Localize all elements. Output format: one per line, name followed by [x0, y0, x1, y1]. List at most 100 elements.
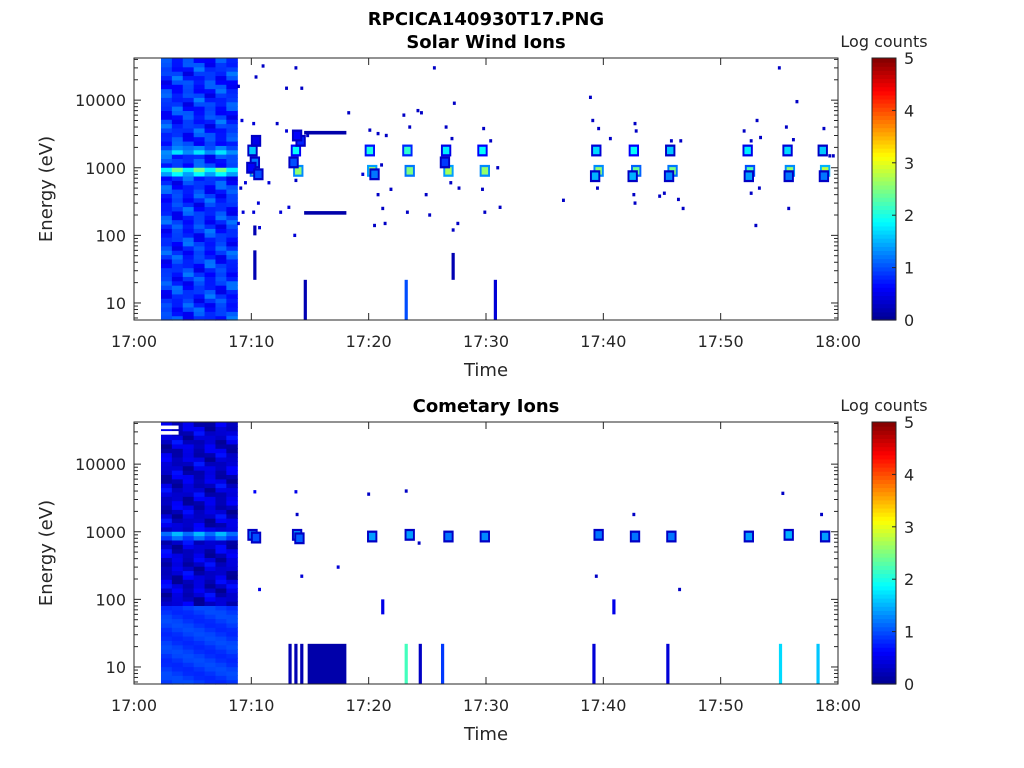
spectrogram-cell [215, 223, 227, 229]
spectrogram-cell [193, 618, 206, 624]
spectrogram-cell [171, 535, 184, 541]
cometary-panel: Cometary Ions 17:00 17:10 17:20 17:30 17:40 1… [36, 396, 928, 745]
spectrogram-cell [171, 509, 184, 515]
spectrogram-cell [215, 193, 227, 199]
spectrogram-cell [226, 657, 238, 663]
colorbar-swatch [872, 78, 896, 84]
spectrogram-cell [204, 127, 217, 133]
spectrogram-cell [171, 513, 184, 519]
spectrogram-cell [226, 215, 238, 221]
count-speck [389, 187, 393, 191]
spectrogram-cell [182, 574, 195, 580]
spectrogram-cell [160, 448, 173, 454]
spectrogram-cell [215, 474, 227, 480]
spectrogram-cell [182, 657, 195, 663]
spectrogram-cell [160, 579, 173, 585]
colorbar-swatch [872, 283, 896, 288]
spectrogram-cell [171, 88, 184, 94]
spectrogram-cell [182, 280, 195, 286]
spectrogram-cell [171, 114, 184, 120]
spectrogram-cell [193, 452, 206, 458]
axes-box [133, 421, 839, 685]
spectrogram-cell [204, 289, 217, 295]
spectrogram-cell [182, 500, 195, 506]
spectrogram-cell [182, 154, 195, 160]
spectrogram-cell [182, 84, 195, 90]
colorbar-swatch [872, 422, 896, 427]
spectrogram-cell [226, 245, 238, 251]
spectrogram-cell [171, 215, 184, 221]
spectrogram-cell [193, 439, 206, 445]
spectrogram-cell [215, 145, 227, 151]
spectrogram-cell [204, 154, 217, 160]
spectrogram-cell [171, 167, 184, 173]
spectrogram-cell [182, 267, 195, 273]
colorbar-swatch [872, 291, 896, 297]
spectrogram-cell [171, 158, 184, 164]
x-tick-label: 18:00 [815, 332, 861, 351]
cometary-colorbar: 0 1 2 3 4 5 [871, 413, 914, 694]
count-cell [479, 146, 486, 155]
spectrogram-cell [182, 58, 195, 63]
spectrogram-cell [204, 206, 217, 212]
spectrogram-cell [182, 662, 195, 668]
spectrogram-cell [226, 509, 238, 515]
spectrogram-cell [193, 140, 206, 146]
spectrogram-cell [182, 202, 195, 208]
spectrogram-cell [215, 241, 227, 247]
spectrogram-cell [193, 675, 206, 681]
spectrogram-cell [226, 675, 238, 681]
spectrogram-cell [204, 92, 217, 98]
colorbar-tick-label: 0 [904, 311, 914, 330]
cometary-ylabel: Energy (eV) [36, 500, 57, 606]
spectrogram-cell [160, 566, 173, 572]
y-tick-label: 10000 [75, 455, 126, 474]
spectrogram-cell [226, 644, 238, 650]
spectrogram-cell [215, 167, 227, 173]
spectrogram-cell [160, 79, 173, 85]
spectrogram-cell [160, 635, 173, 641]
spectrogram-cell [215, 171, 227, 177]
spectrogram-cell [160, 474, 173, 480]
spectrogram-cell [171, 245, 184, 251]
spectrogram-cell [160, 631, 173, 637]
spectrogram-cell [182, 101, 195, 107]
spectrogram-cell [160, 171, 173, 177]
spectrogram-cell [226, 500, 238, 506]
spectrogram-cell [182, 679, 195, 685]
spectrogram-cell [204, 223, 217, 229]
spectrogram-cell [160, 311, 173, 317]
spectrogram-cell [204, 202, 217, 208]
spectrogram-cell [171, 605, 184, 611]
spectrogram-cell [171, 289, 184, 295]
spectrogram-cell [160, 271, 173, 277]
spectrogram-cell [226, 254, 238, 260]
spectrogram-cell [193, 315, 206, 321]
spectrogram-cell [193, 162, 206, 168]
spectrogram-cell [193, 258, 206, 264]
spectrogram-cell [171, 522, 184, 528]
spectrogram-cell [215, 106, 227, 111]
spectrogram-cell [182, 241, 195, 247]
spectrogram-cell [160, 162, 173, 168]
spectrogram-cell [182, 71, 195, 77]
colorbar-swatch [872, 626, 896, 632]
solar-wind-ylabel: Energy (eV) [36, 136, 57, 242]
colorbar-swatch [872, 311, 896, 317]
spectrogram-cell [160, 149, 173, 155]
spectrogram-cell [182, 88, 195, 94]
spectrogram-cell [215, 140, 227, 146]
spectrogram-cell [171, 679, 184, 685]
spectrogram-cell [226, 518, 238, 524]
spectrogram-cell [171, 640, 184, 646]
spectrogram-cell [215, 470, 227, 475]
spectrogram-cell [204, 276, 217, 282]
spectrogram-cell [160, 675, 173, 681]
colorbar-swatch [872, 262, 896, 268]
spectrogram-cell [171, 470, 184, 475]
spectrogram-cell [215, 62, 227, 68]
spectrogram-cell [160, 465, 173, 471]
colorbar-swatch [872, 454, 896, 460]
spectrogram-cell [193, 500, 206, 506]
spectrogram-cell [193, 513, 206, 519]
